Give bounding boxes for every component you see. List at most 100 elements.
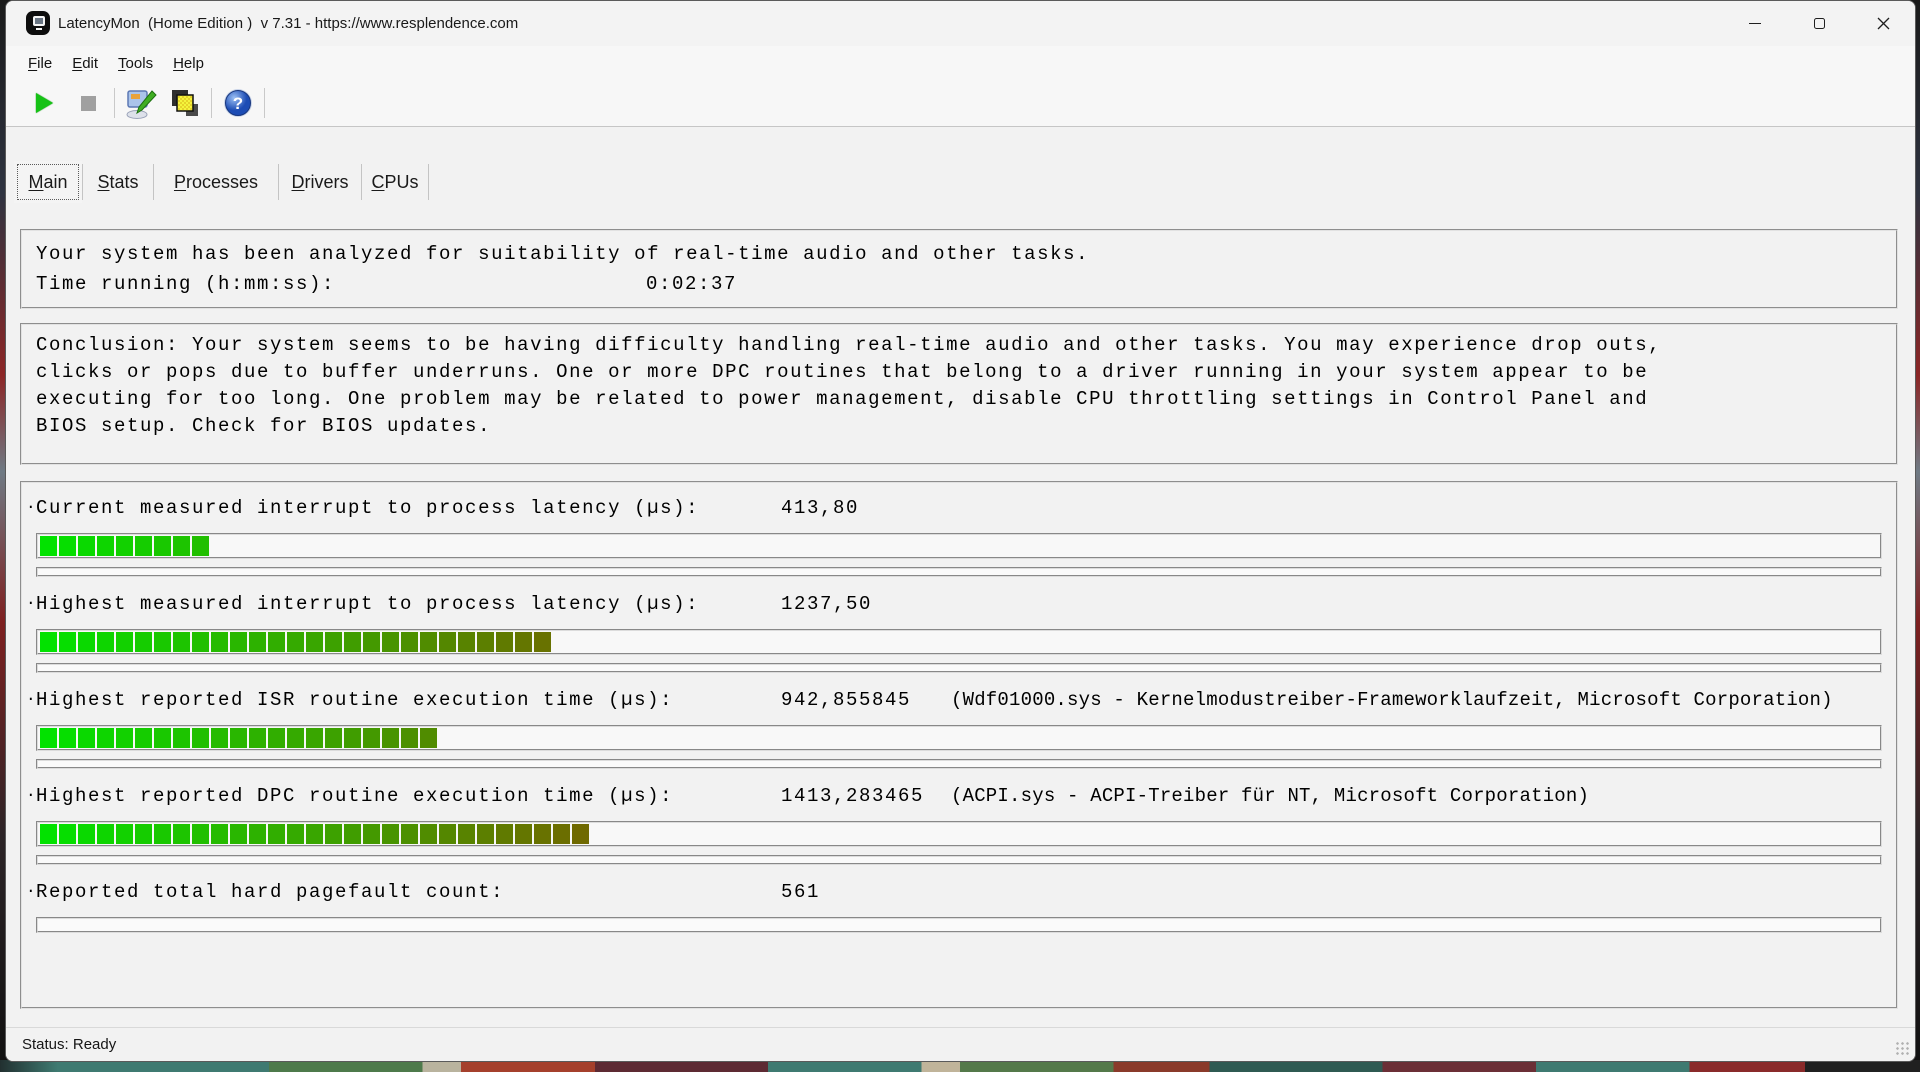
measurement-driver-info: (ACPI.sys - ACPI-Treiber für NT, Microso…	[951, 785, 1590, 807]
led-segment	[306, 632, 323, 652]
led-segment	[97, 632, 114, 652]
tab-main[interactable]: Main	[14, 161, 82, 203]
led-segment	[268, 824, 285, 844]
close-icon	[1877, 17, 1889, 30]
led-segment	[458, 824, 475, 844]
menu-edit[interactable]: Edit	[72, 54, 99, 72]
measurement-row: · Reported total hard pagefault count: 5…	[26, 879, 1882, 905]
status-bar: Status: Ready	[6, 1027, 1915, 1061]
measurements-box: · Current measured interrupt to process …	[20, 481, 1898, 1009]
maximize-icon	[1813, 18, 1825, 29]
row-bullet: ·	[26, 594, 38, 612]
tab-stats[interactable]: Stats	[97, 171, 139, 192]
tab-drivers[interactable]: Drivers	[291, 171, 349, 192]
led-segment	[40, 728, 57, 748]
led-segment	[59, 536, 76, 556]
led-segment	[230, 632, 247, 652]
pagefault-bar-strip	[36, 917, 1882, 933]
analysis-summary-box: Your system has been analyzed for suitab…	[20, 229, 1898, 309]
bar-strip	[36, 759, 1882, 769]
led-bar-current-latency	[36, 533, 1882, 559]
measurement-label: Current measured interrupt to process la…	[36, 497, 700, 519]
time-running-value: 0:02:37	[646, 273, 738, 295]
maximize-button[interactable]	[1787, 1, 1851, 46]
led-segment	[116, 824, 133, 844]
led-segment	[477, 632, 494, 652]
led-segment	[344, 728, 361, 748]
app-icon	[26, 11, 50, 35]
led-bar-highest-latency	[36, 629, 1882, 655]
led-segment	[40, 536, 57, 556]
led-segment	[116, 632, 133, 652]
led-segment	[382, 632, 399, 652]
menu-file[interactable]: File	[28, 54, 53, 72]
led-segment	[154, 536, 171, 556]
stop-monitor-button[interactable]	[66, 84, 110, 122]
led-segment	[458, 632, 475, 652]
led-segment	[59, 728, 76, 748]
led-segment	[344, 824, 361, 844]
led-segment	[534, 824, 551, 844]
conclusion-line: Conclusion: Your system seems to be havi…	[36, 334, 1662, 356]
resize-grip[interactable]	[1895, 1041, 1910, 1056]
bar-strip	[36, 855, 1882, 865]
bar-strip	[36, 663, 1882, 673]
led-segment	[192, 536, 209, 556]
measurement-label: Reported total hard pagefault count:	[36, 881, 505, 903]
measurement-driver-info: (Wdf01000.sys - Kernelmodustreiber-Frame…	[951, 689, 1833, 711]
tab-separator	[82, 164, 83, 200]
close-button[interactable]	[1851, 1, 1915, 46]
led-segment	[154, 824, 171, 844]
led-bar-isr-time	[36, 725, 1882, 751]
start-monitor-button[interactable]	[22, 84, 66, 122]
led-segment	[420, 632, 437, 652]
led-segment	[306, 728, 323, 748]
led-segment	[154, 728, 171, 748]
menu-tools[interactable]: Tools	[118, 54, 154, 72]
led-segment	[59, 824, 76, 844]
led-segment	[268, 632, 285, 652]
led-segment	[477, 824, 494, 844]
bar-strip	[36, 567, 1882, 577]
led-segment	[78, 824, 95, 844]
led-segment	[211, 728, 228, 748]
led-segment	[116, 728, 133, 748]
led-segment	[363, 824, 380, 844]
led-segment	[173, 728, 190, 748]
led-segment	[439, 824, 456, 844]
led-segment	[97, 728, 114, 748]
led-segment	[287, 824, 304, 844]
led-segment	[135, 536, 152, 556]
measurement-label: Highest measured interrupt to process la…	[36, 593, 700, 615]
time-running-line: Time running (h:mm:ss): 0:02:37	[36, 269, 1882, 299]
led-segment	[439, 632, 456, 652]
measurement-row: · Highest reported ISR routine execution…	[26, 687, 1882, 713]
toolbar-separator	[264, 88, 265, 118]
measurement-row: · Highest measured interrupt to process …	[26, 591, 1882, 617]
led-segment	[287, 728, 304, 748]
menu-help[interactable]: Help	[173, 54, 204, 72]
led-segment	[173, 824, 190, 844]
led-segment	[192, 824, 209, 844]
tab-separator	[361, 164, 362, 200]
led-segment	[135, 824, 152, 844]
tab-processes[interactable]: Processes	[173, 171, 259, 192]
led-segment	[230, 728, 247, 748]
conclusion-line: clicks or pops due to buffer underruns. …	[36, 361, 1649, 383]
led-segment	[553, 824, 570, 844]
minimize-button[interactable]	[1723, 1, 1787, 46]
led-segment	[382, 824, 399, 844]
led-segment	[116, 536, 133, 556]
led-segment	[401, 632, 418, 652]
conclusion-line: executing for too long. One problem may …	[36, 388, 1649, 410]
measurement-value: 413,80	[781, 497, 860, 519]
measurement-row: · Highest reported DPC routine execution…	[26, 783, 1882, 809]
row-bullet: ·	[26, 786, 38, 804]
analyze-button[interactable]	[119, 84, 163, 122]
titlebar[interactable]: LatencyMon (Home Edition ) v 7.31 - http…	[6, 1, 1915, 46]
tab-cpus[interactable]: CPUs	[371, 171, 419, 192]
led-segment	[59, 632, 76, 652]
copy-report-button[interactable]	[163, 84, 207, 122]
help-button[interactable]: ?	[216, 84, 260, 122]
led-segment	[420, 824, 437, 844]
